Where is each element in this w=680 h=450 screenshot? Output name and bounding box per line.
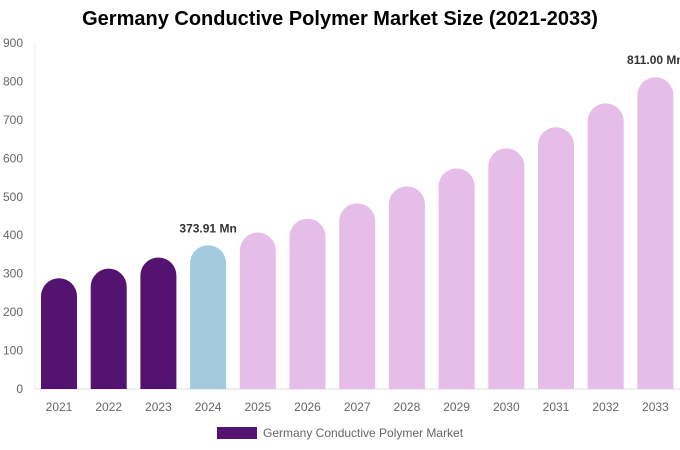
x-tick-label: 2021	[46, 400, 73, 414]
x-tick-label: 2026	[294, 400, 321, 414]
x-tick-label: 2025	[244, 400, 271, 414]
y-tick-label: 200	[3, 305, 23, 319]
x-tick-label: 2033	[642, 400, 669, 414]
legend-swatch	[217, 427, 257, 439]
y-tick-label: 900	[3, 36, 23, 50]
x-tick-label: 2030	[493, 400, 520, 414]
y-tick-label: 600	[3, 151, 23, 165]
x-tick-label: 2028	[394, 400, 421, 414]
bar-2030	[488, 148, 525, 389]
y-tick-label: 0	[16, 382, 23, 396]
bar-2023	[140, 257, 177, 389]
y-tick-label: 700	[3, 113, 23, 127]
bar-2025	[239, 232, 276, 389]
x-tick-label: 2024	[195, 400, 222, 414]
y-tick-label: 800	[3, 74, 23, 88]
data-label: 811.00 Mn	[627, 53, 680, 67]
bar-2032	[587, 103, 624, 389]
bar-2026	[289, 218, 326, 389]
y-tick-label: 500	[3, 190, 23, 204]
legend-label: Germany Conductive Polymer Market	[263, 426, 464, 440]
x-tick-label: 2022	[95, 400, 122, 414]
bar-2028	[388, 186, 425, 389]
bar-2027	[339, 203, 376, 389]
chart-title: Germany Conductive Polymer Market Size (…	[82, 8, 598, 30]
legend[interactable]: Germany Conductive Polymer Market	[217, 426, 463, 440]
bar-chart: 0 100 200 300 400 500 600 700 800 900 2021 2022 2023…	[3, 36, 680, 414]
bar-2021	[41, 278, 77, 389]
x-tick-label: 2031	[543, 400, 570, 414]
bar-2022	[90, 268, 127, 389]
y-tick-label: 300	[3, 267, 23, 281]
bar-2029	[438, 168, 475, 389]
bar-2031	[538, 127, 574, 390]
y-tick-label: 100	[3, 344, 23, 358]
x-tick-label: 2023	[145, 400, 172, 414]
bar-2033	[637, 77, 674, 390]
data-label: 373.91 Mn	[179, 221, 236, 235]
bar-2024	[190, 245, 227, 389]
x-tick-label: 2032	[592, 400, 619, 414]
y-tick-label: 400	[3, 228, 23, 242]
x-tick-label: 2029	[443, 400, 470, 414]
x-tick-label: 2027	[344, 400, 371, 414]
